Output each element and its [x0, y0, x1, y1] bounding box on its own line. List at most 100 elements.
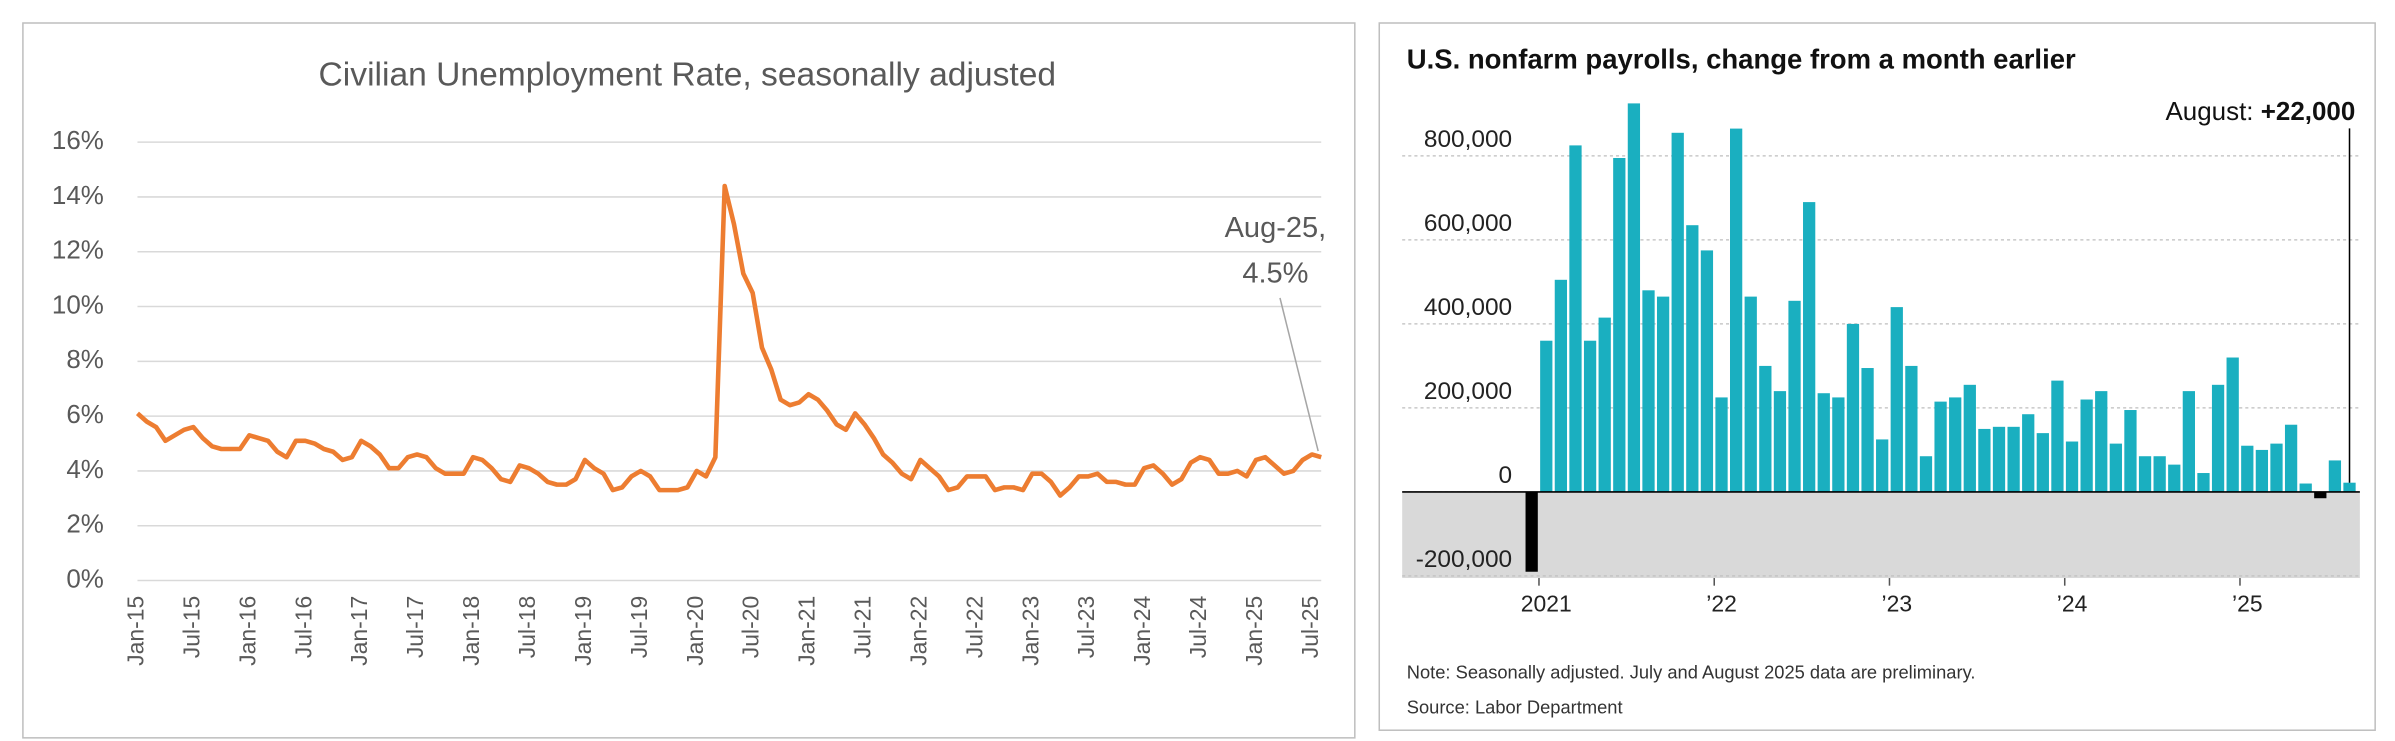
y-tick-label: 6%	[66, 399, 104, 429]
y-tick-label: 200,000	[1424, 378, 1512, 405]
x-tick-label: Jan-21	[794, 596, 820, 666]
bar	[1817, 393, 1830, 492]
bar	[1540, 340, 1553, 492]
x-tick-label: Jan-19	[570, 596, 596, 666]
y-tick-label: -200,000	[1416, 546, 1512, 573]
annotation: Aug-25,	[1225, 212, 1327, 244]
bar	[1642, 290, 1655, 492]
bar	[2080, 399, 2093, 492]
bar	[1759, 365, 1772, 492]
bar	[2299, 483, 2312, 492]
bar	[1861, 368, 1874, 492]
y-tick-label: 16%	[52, 125, 104, 155]
bar	[1554, 279, 1568, 492]
bar	[2284, 424, 2298, 492]
bar	[1876, 439, 1889, 492]
bar	[2153, 456, 2166, 492]
x-tick-label: Jul-24	[1185, 596, 1211, 659]
bar	[2211, 384, 2225, 492]
x-tick-label: Jul-20	[738, 596, 764, 658]
x-tick-label: ’25	[2232, 591, 2263, 617]
x-tick-label: Jan-16	[234, 596, 260, 666]
bar	[1992, 426, 2006, 492]
x-tick-label: Jul-15	[178, 596, 204, 658]
negative-region	[1402, 491, 2360, 579]
bar	[2241, 445, 2254, 492]
bar	[2051, 380, 2064, 492]
x-tick-label: Jan-23	[1017, 596, 1043, 666]
bar	[2007, 426, 2020, 492]
y-tick-label: 8%	[66, 344, 104, 374]
bar	[1744, 296, 1757, 492]
chart-title: Civilian Unemployment Rate, seasonally a…	[319, 56, 1057, 93]
x-tick-label: 2021	[1521, 591, 1572, 617]
source: Source: Labor Department	[1407, 697, 1623, 718]
x-tick-label: Jul-22	[961, 596, 987, 658]
bar	[2168, 464, 2181, 492]
annotation: 4.5%	[1242, 258, 1308, 290]
annotation-leader	[1279, 297, 1319, 452]
bar	[1686, 225, 1699, 492]
y-tick-label: 12%	[52, 235, 104, 265]
chart-title: U.S. nonfarm payrolls, change from a mon…	[1407, 43, 2076, 74]
data-line	[135, 183, 1322, 498]
bar	[2197, 473, 2210, 492]
bar	[2095, 391, 2108, 492]
bar	[2270, 443, 2283, 492]
bar	[2226, 357, 2239, 492]
x-tick-label: Jan-20	[682, 596, 708, 666]
y-tick-label: 2%	[66, 509, 104, 539]
bar	[1525, 491, 1538, 572]
y-tick-label: 4%	[66, 454, 104, 484]
bar	[2255, 449, 2269, 492]
x-tick-label: Jan-24	[1129, 596, 1155, 666]
x-tick-label: Jan-17	[346, 596, 372, 666]
bar	[1905, 365, 1918, 492]
bar	[1803, 202, 1816, 492]
x-tick-label: Jul-25	[1297, 596, 1323, 658]
bar	[1949, 397, 1962, 492]
x-tick-label: Jul-23	[1073, 596, 1099, 658]
bar	[1773, 391, 1787, 492]
bar	[2343, 482, 2356, 492]
y-tick-label: 14%	[52, 180, 104, 210]
bar	[1569, 145, 1582, 492]
bar	[1700, 250, 1714, 492]
y-tick-label: 10%	[52, 289, 104, 319]
bar	[1934, 401, 1947, 492]
bar	[1788, 300, 1801, 492]
bar	[1613, 157, 1626, 492]
note: Note: Seasonally adjusted. July and Augu…	[1407, 662, 1976, 683]
bar	[2124, 410, 2137, 492]
bar	[1919, 456, 1933, 492]
bar	[1598, 317, 1611, 492]
x-tick-label: Jan-18	[458, 596, 484, 666]
y-tick-label: 0	[1499, 462, 1513, 489]
y-tick-label: 0%	[66, 563, 104, 593]
x-tick-label: Jul-16	[290, 596, 316, 658]
annotation-label: August:	[2166, 96, 2254, 126]
x-tick-label: ’23	[1881, 591, 1912, 617]
annotation: August: +22,000	[2166, 96, 2356, 126]
x-tick-label: Jul-18	[514, 596, 540, 658]
x-tick-label: Jan-22	[905, 596, 931, 666]
x-tick-label: Jan-25	[1241, 596, 1267, 666]
bar	[1656, 296, 1670, 492]
bar	[1627, 103, 1641, 492]
x-tick-label: Jul-17	[402, 596, 428, 658]
bar	[1890, 307, 1903, 492]
x-tick-label: Jul-21	[850, 596, 876, 658]
y-tick-label: 400,000	[1424, 294, 1512, 321]
bar	[1846, 323, 1860, 492]
bar	[2065, 441, 2079, 492]
bar	[1729, 128, 1743, 492]
bar	[2328, 460, 2342, 492]
right-panel	[1378, 22, 2376, 731]
bar	[2022, 414, 2035, 492]
bar	[1978, 428, 1991, 492]
bar	[2109, 443, 2122, 492]
x-tick-label: ’22	[1706, 591, 1737, 617]
bar	[2138, 456, 2152, 492]
